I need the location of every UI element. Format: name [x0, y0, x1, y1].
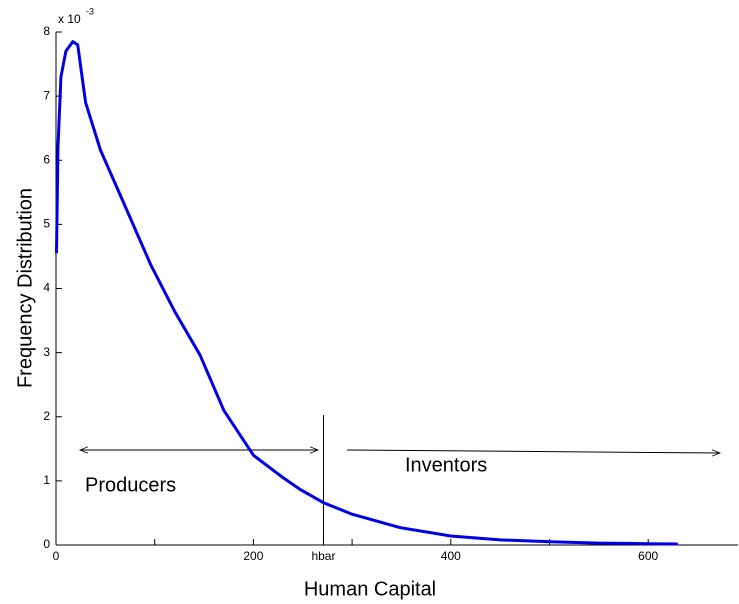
x-tick-label: 600: [638, 549, 658, 563]
y-tick-label: 0: [43, 537, 50, 551]
x-tick-label: 400: [441, 549, 461, 563]
y-tick-label: 1: [43, 473, 50, 487]
annotation: Producers: [85, 474, 176, 496]
y-tick-label: 7: [43, 88, 50, 102]
y-multiplier-exponent: -3: [86, 6, 94, 16]
arrow: [346, 450, 720, 453]
x-tick-label: 0: [53, 549, 60, 563]
y-tick-label: 4: [43, 281, 50, 295]
x-tick-label: hbar: [311, 549, 335, 563]
data-line: [54, 40, 678, 546]
y-axis-label: Frequency Distribution: [14, 188, 36, 388]
y-tick-label: 6: [43, 152, 50, 166]
y-tick-label: 8: [43, 24, 50, 38]
x-tick-label: 200: [243, 549, 263, 563]
annotation: Inventors: [405, 454, 487, 476]
y-multiplier: x 10: [58, 12, 81, 26]
y-tick-label: 3: [43, 345, 50, 359]
y-tick-label: 5: [43, 217, 50, 231]
x-axis-label: Human Capital: [304, 578, 436, 600]
y-tick-label: 2: [43, 409, 50, 423]
